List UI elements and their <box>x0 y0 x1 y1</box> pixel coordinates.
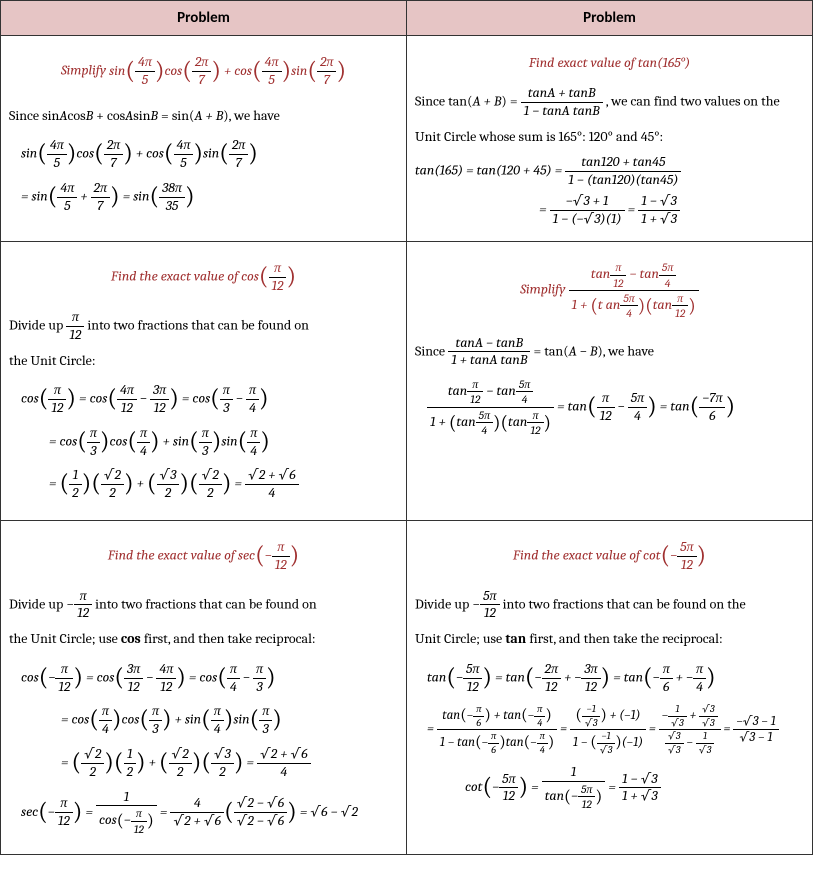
t: tan(165) = tan(120 + 45) = <box>415 162 565 179</box>
t: Find the exact value of cot <box>513 547 661 564</box>
r2r-w1: tanπ12 − tan5π41 + (tan5π4)(tanπ12) = ta… <box>427 377 804 437</box>
eq: = <box>628 200 639 217</box>
cell-r3-right: Find the exact value of cot(−5π12) Divid… <box>407 520 813 854</box>
r3r-w3: cot(−5π12) = 1tan(−5π12) = 1 − √31 + √3 <box>465 764 804 811</box>
t: Unit Circle; use <box>415 630 505 647</box>
r3l-w1: cos(−π12) = cos(3π12 − 4π12) = cos(π4 − … <box>21 661 398 696</box>
r3l-w3: = (√22)(12) + (√22)(√32) = √2 + √64 <box>61 746 398 781</box>
r1r-work2: = −√3 + 11 − (−√3)(1) = 1 − √31 + √3 <box>415 193 804 228</box>
t: the Unit Circle; use <box>9 630 121 647</box>
t: ) = <box>501 93 520 110</box>
t: Simplify <box>520 281 568 298</box>
t: Since tan( <box>415 93 472 110</box>
t: into two fractions that can be found on <box>84 317 309 334</box>
AB: A + B <box>472 93 501 110</box>
r1l-prompt: Simplify sin(4π5)cos(2π7) + cos(4π5)sin(… <box>9 54 398 89</box>
t: ), we have <box>597 342 654 359</box>
t: first, and then take reciprocal: <box>141 630 316 647</box>
t: Divide up <box>9 317 66 334</box>
r2l-divide2: the Unit Circle: <box>9 348 398 375</box>
r2r-prompt: Simplify tanπ12 − tan5π41 + (t an5π4)(ta… <box>415 260 804 320</box>
r2l-divide: Divide up π12 into two fractions that ca… <box>9 309 398 344</box>
header-row: Problem Problem <box>1 1 813 36</box>
t: Divide up <box>9 595 66 612</box>
A: A <box>125 107 133 124</box>
t: + cos <box>93 107 125 124</box>
tan165: tan(165°) <box>638 54 690 71</box>
r3l-divide: Divide up −π12 into two fractions that c… <box>9 588 398 623</box>
t: sin <box>133 107 150 124</box>
t: first, and then take the reciprocal: <box>526 630 722 647</box>
t: 1 − tan <box>524 102 562 119</box>
row-3: Find the exact value of sec(−π12) Divide… <box>1 520 813 854</box>
t: Find the exact value of cos <box>111 268 259 285</box>
cell-r3-left: Find the exact value of sec(−π12) Divide… <box>1 520 407 854</box>
header-left: Problem <box>1 1 407 36</box>
t: cos <box>67 107 85 124</box>
B: B <box>86 107 94 124</box>
t: Since sin <box>9 107 59 124</box>
r1r-work1: tan(165) = tan(120 + 45) = tan120 + tan4… <box>415 154 804 189</box>
cell-r2-right: Simplify tanπ12 − tan5π41 + (t an5π4)(ta… <box>407 242 813 521</box>
cell-r1-right: Find exact value of tan(165°) Since tan(… <box>407 36 813 242</box>
t: Find exact value of <box>529 54 638 71</box>
problem-table: Problem Problem Simplify sin(4π5)cos(2π7… <box>0 0 813 855</box>
t: tan <box>570 102 592 119</box>
t: , we can find two values on the <box>606 93 780 110</box>
r3l-prompt: Find the exact value of sec(−π12) <box>9 539 398 574</box>
r1r-line2: Unit Circle whose sum is 165°: 120° and … <box>415 124 804 151</box>
cell-r1-left: Simplify sin(4π5)cos(2π7) + cos(4π5)sin(… <box>1 36 407 242</box>
r2r-since: Since tanA − tanB1 + tanA tanB = tan(A −… <box>415 335 804 370</box>
r3l-w4: sec(−π12) = 1cos(−π12) = 4√2 + √6(√2 − √… <box>21 789 398 836</box>
r1r-prompt: Find exact value of tan(165°) <box>415 54 804 71</box>
t: = sin( <box>158 107 194 124</box>
r1l-work2: = sin(4π5 + 2π7) = sin(38π35) <box>21 180 398 215</box>
r3r-w2: = tan(−π6) + tan(−π4)1 − tan(−π6)tan(−π4… <box>427 703 804 756</box>
row-2: Find the exact value of cos(π12) Divide … <box>1 242 813 521</box>
row-1: Simplify sin(4π5)cos(2π7) + cos(4π5)sin(… <box>1 36 813 242</box>
txt: Simplify <box>61 62 109 79</box>
A: A <box>562 102 570 119</box>
t: into two fractions that can be found on … <box>500 595 746 612</box>
AB: A + B <box>194 107 223 124</box>
r2l-w1: cos(π12) = cos(4π12 − 3π12) = cos(π3 − π… <box>21 382 398 417</box>
t: Since <box>415 342 448 359</box>
r1l-work1: sin(4π5)cos(2π7) + cos(4π5)sin(2π7) <box>21 137 398 172</box>
B: B <box>592 102 600 119</box>
r2l-prompt: Find the exact value of cos(π12) <box>9 260 398 295</box>
r3r-w1: tan(−5π12) = tan(−2π12 + −3π12) = tan(−π… <box>427 661 804 696</box>
r3r-divide: Divide up −5π12 into two fractions that … <box>415 588 804 623</box>
t: ), we have <box>223 107 280 124</box>
r3r-divide2: Unit Circle; use tan first, and then tak… <box>415 626 804 653</box>
t: tan <box>528 84 547 101</box>
t: Divide up <box>415 595 472 612</box>
expr: sin(4π5)cos(2π7) + cos(4π5)sin(2π7) <box>109 62 346 79</box>
B: B <box>150 107 158 124</box>
tan: tan <box>505 630 526 647</box>
eq: = <box>539 200 550 217</box>
cell-r2-left: Find the exact value of cos(π12) Divide … <box>1 242 407 521</box>
t: Find the exact value of sec <box>108 547 255 564</box>
r3l-w2: = cos(π4)cos(π3) + sin(π4)sin(π3) <box>61 703 398 738</box>
B: B <box>588 84 596 101</box>
r3l-divide2: the Unit Circle; use cos first, and then… <box>9 626 398 653</box>
t: + tan <box>555 84 588 101</box>
r1r-since: Since tan(A + B) = tanA + tanB1 − tanA t… <box>415 85 804 120</box>
r2l-w3: = (12)(√22) + (√32)(√22) = √2 + √64 <box>49 467 398 502</box>
t: = tan( <box>533 342 568 359</box>
AmB: A − B <box>569 342 598 359</box>
header-right: Problem <box>407 1 813 36</box>
r2l-w2: = cos(π3)cos(π4) + sin(π3)sin(π4) <box>49 425 398 460</box>
cos: cos <box>121 630 141 647</box>
r1l-since: Since sinAcosB + cosAsinB = sin(A + B), … <box>9 103 398 130</box>
r3r-prompt: Find the exact value of cot(−5π12) <box>415 539 804 574</box>
t: into two fractions that can be found on <box>92 595 317 612</box>
